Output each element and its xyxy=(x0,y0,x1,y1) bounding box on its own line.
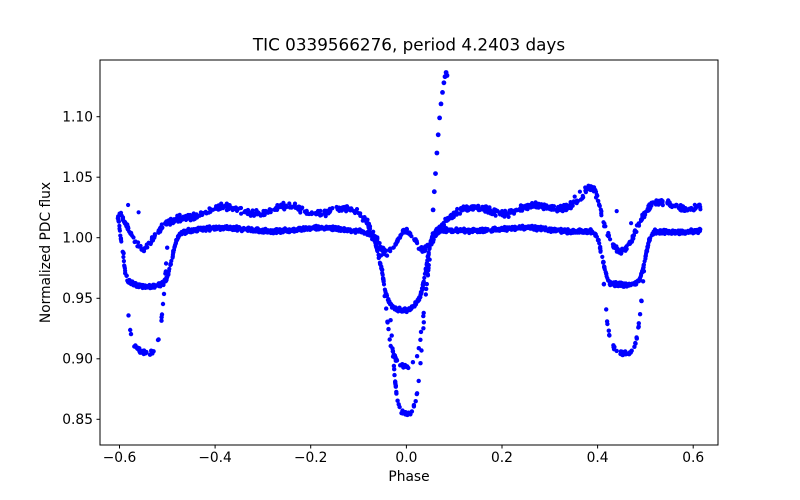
series-deep-primary-deepest xyxy=(388,318,426,418)
series-outliers xyxy=(126,183,634,226)
series-deep-secondary-left xyxy=(121,245,170,357)
scatter-points xyxy=(115,70,703,418)
y-tick-label: 0.90 xyxy=(62,352,93,368)
plot-border xyxy=(99,59,719,446)
series-baseline-dense xyxy=(115,214,703,315)
x-tick-label: −0.2 xyxy=(294,450,328,466)
x-axis-ticks: −0.6 −0.4 −0.2 0.0 0.2 0.4 0.6 xyxy=(103,445,704,466)
y-tick-label: 1.00 xyxy=(62,231,93,247)
y-tick-label: 0.85 xyxy=(62,412,93,428)
x-tick-label: −0.4 xyxy=(198,450,232,466)
y-tick-label: 1.10 xyxy=(62,110,93,126)
series-flare xyxy=(430,70,450,213)
x-tick-label: 0.6 xyxy=(682,450,704,466)
x-tick-label: 0.4 xyxy=(587,450,609,466)
y-tick-label: 1.05 xyxy=(62,170,93,186)
x-tick-label: 0.2 xyxy=(491,450,513,466)
y-axis-label: Normalized PDC flux xyxy=(38,182,54,323)
series-deep-secondary-right xyxy=(601,269,647,358)
x-tick-label: −0.6 xyxy=(103,450,137,466)
series-upper-wavy xyxy=(117,184,703,258)
y-axis-ticks: 0.85 0.90 0.95 1.00 1.05 1.10 xyxy=(62,110,100,428)
series-deep-primary-medium xyxy=(377,231,436,371)
chart-title: TIC 0339566276, period 4.2403 days xyxy=(252,35,565,55)
x-axis-label: Phase xyxy=(388,469,429,485)
x-tick-label: 0.0 xyxy=(395,450,417,466)
y-tick-label: 0.95 xyxy=(62,291,93,307)
